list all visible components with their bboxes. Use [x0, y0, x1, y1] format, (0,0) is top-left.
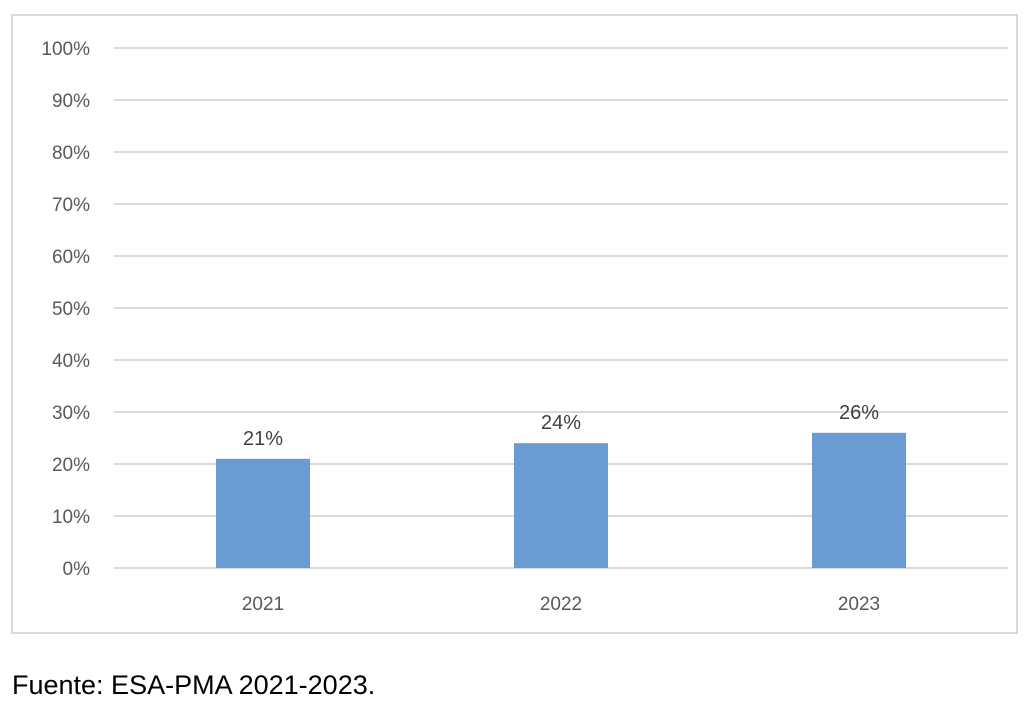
y-tick-label: 90% — [52, 91, 90, 112]
y-tick-label: 50% — [52, 299, 90, 320]
y-tick-label: 100% — [41, 39, 90, 60]
y-tick-label: 30% — [52, 403, 90, 424]
bar-chart: 0% 10% 20% 30% 40% 50% 60% 70% 80% 90% 100% 21% 24%… — [41, 39, 1008, 615]
data-labels: 21% 24% 26% — [243, 402, 879, 450]
source-note: Fuente: ESA-PMA 2021-2023. — [12, 670, 376, 700]
y-tick-label: 80% — [52, 143, 90, 164]
x-tick-label-2023: 2023 — [838, 594, 880, 615]
y-tick-label: 0% — [63, 559, 91, 580]
x-axis-tick-labels: 2021 2022 2023 — [242, 594, 880, 615]
bar-2021 — [216, 458, 310, 568]
y-tick-label: 40% — [52, 351, 90, 372]
bar-2023 — [812, 432, 906, 568]
y-axis-tick-labels: 0% 10% 20% 30% 40% 50% 60% 70% 80% 90% 100% — [41, 39, 90, 580]
data-label-2023: 26% — [839, 402, 879, 424]
bar-2022 — [514, 443, 608, 568]
data-label-2021: 21% — [243, 428, 283, 450]
x-tick-label-2022: 2022 — [540, 594, 582, 615]
x-tick-label-2021: 2021 — [242, 594, 284, 615]
y-tick-label: 60% — [52, 247, 90, 268]
y-tick-label: 70% — [52, 195, 90, 216]
y-tick-label: 20% — [52, 455, 90, 476]
y-tick-label: 10% — [52, 507, 90, 528]
data-label-2022: 24% — [541, 412, 581, 434]
bars — [216, 432, 906, 568]
